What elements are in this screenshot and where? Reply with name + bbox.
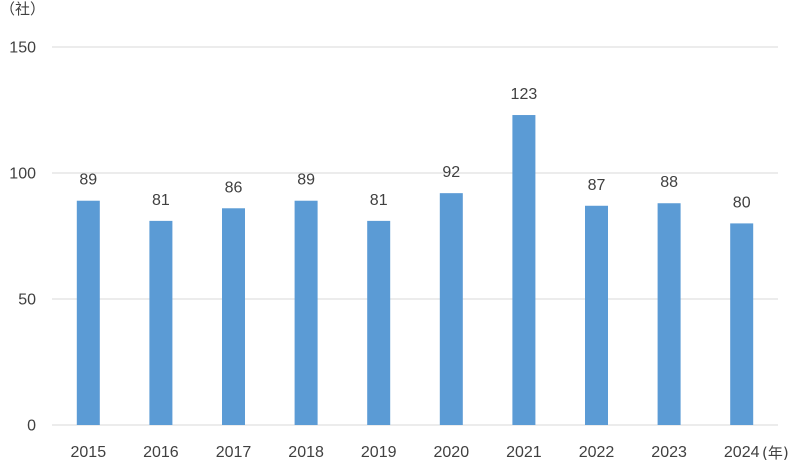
x-axis-unit-label: (年): [762, 444, 789, 462]
bar-2020: [439, 193, 463, 425]
gridlines: [52, 46, 778, 426]
x-axis-ticks: 2015 2016 2017 2018 2019 2020 2021 2022 2023 2024: [71, 444, 760, 461]
data-label-2023: 88: [660, 174, 678, 191]
data-label-2022: 87: [588, 177, 606, 194]
x-tick-label-2022: 2022: [579, 444, 615, 461]
y-tick-label: 100: [9, 166, 36, 183]
x-tick-label-2018: 2018: [288, 444, 324, 461]
x-tick-label-2023: 2023: [651, 444, 687, 461]
x-tick-label-2021: 2021: [506, 444, 542, 461]
x-tick-label-2024: 2024: [724, 444, 760, 461]
x-tick-label-2015: 2015: [71, 444, 107, 461]
data-label-2015: 89: [79, 172, 97, 189]
data-label-2016: 81: [152, 192, 170, 209]
data-labels: 89 81 86 89 81 92 123 87 88 80: [79, 86, 750, 211]
bar-2023: [657, 203, 681, 425]
data-label-2017: 86: [225, 179, 243, 196]
bars: [76, 115, 754, 425]
bar-2024: [730, 223, 754, 425]
data-label-2018: 89: [297, 172, 315, 189]
bar-2017: [222, 208, 245, 425]
x-tick-label-2020: 2020: [434, 444, 470, 461]
bar-2019: [367, 220, 391, 425]
y-tick-label: 0: [27, 418, 36, 435]
data-label-2024: 80: [733, 194, 751, 211]
x-tick-label-2019: 2019: [361, 444, 397, 461]
x-tick-label-2016: 2016: [143, 444, 179, 461]
bar-2021: [512, 115, 536, 425]
data-label-2019: 81: [370, 192, 388, 209]
bar-2022: [585, 205, 608, 425]
x-tick-label-2017: 2017: [216, 444, 252, 461]
bar-2015: [76, 200, 100, 425]
data-label-2021: 123: [511, 86, 538, 103]
bar-2018: [294, 200, 318, 425]
y-tick-label: 50: [18, 292, 36, 309]
y-tick-label: 150: [9, 40, 36, 57]
data-label-2020: 92: [442, 164, 460, 181]
bar-2016: [149, 220, 173, 425]
y-axis-ticks: 0 50 100 150: [9, 40, 36, 435]
y-axis-unit-label: （社）: [0, 0, 45, 18]
